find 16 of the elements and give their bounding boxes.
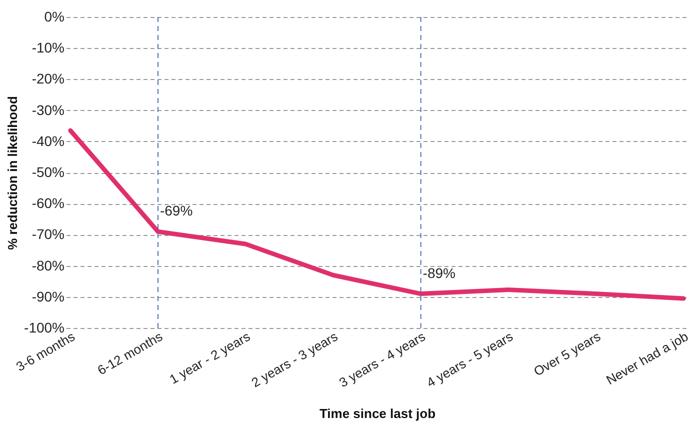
y-tick-label: -30% (32, 102, 64, 118)
y-tick-label: -90% (32, 288, 64, 304)
y-axis-title: % reduction in likelihood (5, 96, 20, 250)
y-tick-label: 0% (44, 8, 64, 24)
x-axis-title: Time since last job (319, 406, 436, 422)
y-tick-label: -60% (32, 195, 64, 212)
y-tick-label: -70% (32, 226, 64, 242)
annotation: -89% (422, 264, 456, 281)
y-tick-label: -40% (32, 132, 64, 149)
line-series (68, 128, 686, 301)
annotation: -69% (160, 202, 193, 219)
y-tick-label: -10% (32, 40, 64, 56)
y-tick-label: -50% (32, 164, 64, 180)
y-tick-label: -20% (32, 70, 64, 87)
y-tick-label: -80% (32, 257, 64, 274)
y-tick-label: -100% (24, 320, 64, 336)
